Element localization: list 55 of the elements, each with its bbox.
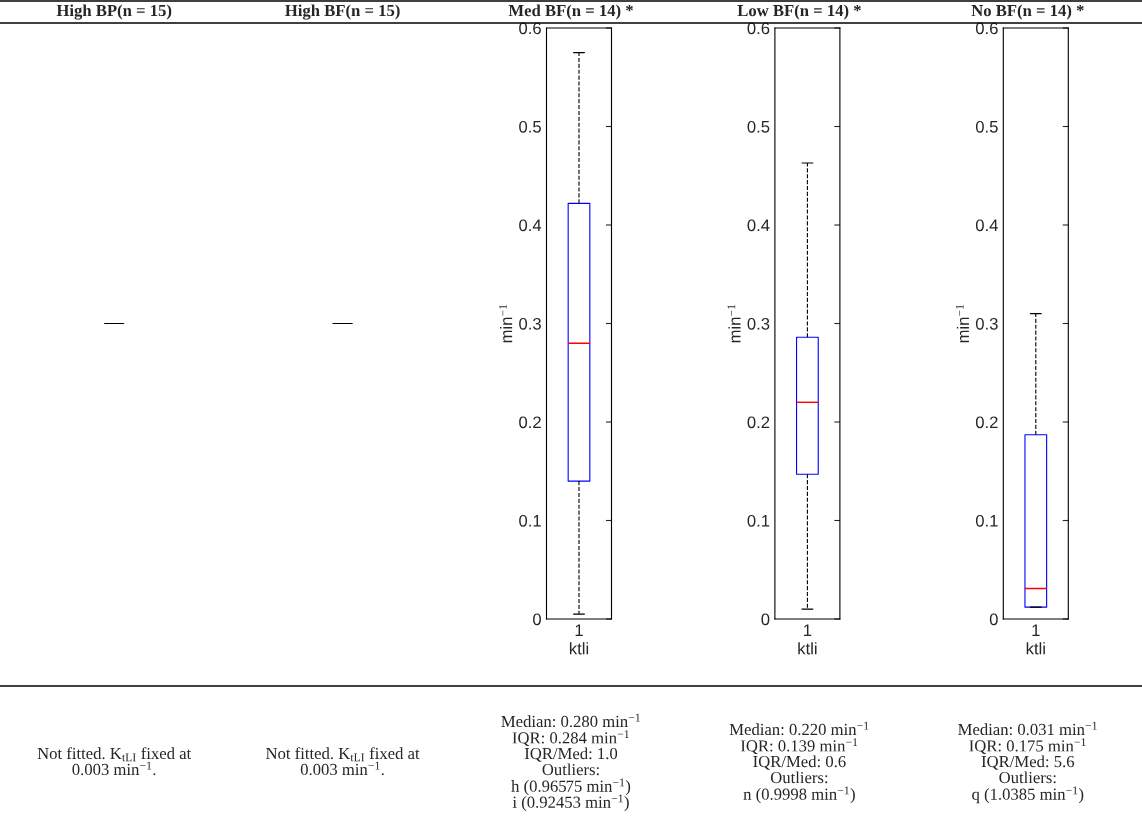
y-tick-label: 0 — [989, 613, 998, 626]
y-tick-label: 0.4 — [747, 219, 770, 232]
x-tick-label: 1 — [804, 624, 812, 636]
y-tick-label: 0 — [761, 613, 770, 626]
x-axis-title: ktli — [798, 642, 817, 655]
y-tick-label: 0.5 — [747, 120, 770, 133]
y-tick-label: 0.1 — [975, 514, 998, 527]
y-axis-title: min$^{−1}$ — [727, 304, 741, 343]
text: High BF(n = 15) — [285, 4, 400, 20]
chart-title: No BF(n = 14) * — [971, 4, 1084, 20]
y-axis-title: min$^{−1}$ — [955, 304, 969, 343]
text: Not fitted. K$_{tLI}$ fixed at — [266, 747, 420, 762]
y-tick-label: 0.2 — [975, 416, 998, 429]
chart-title: Low BF(n = 14) * — [737, 4, 861, 20]
x-tick-label: 1 — [575, 624, 583, 636]
y-tick-label: 0.1 — [747, 514, 770, 527]
y-tick-label: 0.5 — [519, 120, 541, 133]
text: Median: 0.280 min$^{−1}$ — [501, 713, 640, 728]
text: n (0.9998 min$^{−1}$) — [743, 786, 855, 804]
text: q (1.0385 min$^{−1}$) — [972, 786, 1084, 804]
y-tick-label: 0.1 — [519, 514, 541, 527]
y-tick-label: 0.5 — [975, 120, 998, 133]
y-tick-label: 0 — [533, 613, 541, 626]
text: IQR: 0.284 min$^{−1}$ — [512, 730, 629, 747]
y-tick-label: 0.2 — [519, 416, 541, 429]
text: Outliers: — [999, 771, 1056, 784]
text: IQR: 0.139 min$^{−1}$ — [740, 738, 858, 755]
text: 0.003 min$^{−1}$. — [72, 761, 156, 776]
text: IQR: 0.175 min$^{−1}$ — [969, 738, 1086, 755]
text: IQR/Med: 1.0 — [524, 747, 618, 762]
y-tick-label: 0.4 — [975, 219, 998, 232]
text: Median: 0.031 min$^{−1}$ — [958, 721, 1097, 736]
text: 0.003 min$^{−1}$. — [300, 761, 384, 776]
y-tick-label: 0.6 — [519, 22, 541, 35]
y-tick-label: 0.3 — [747, 317, 770, 330]
y-tick-label: 0.3 — [519, 317, 541, 330]
y-tick-label: 0.6 — [975, 22, 998, 35]
x-tick-label: 1 — [1032, 624, 1040, 636]
y-axis-title: min$^{−1}$ — [499, 304, 513, 343]
y-tick-label: 0.6 — [747, 22, 770, 35]
text: i (0.92453 min$^{−1}$) — [512, 794, 629, 812]
chart-title: Med BF(n = 14) * — [508, 4, 633, 20]
text: IQR/Med: 5.6 — [981, 755, 1075, 770]
y-tick-label: 0.2 — [747, 416, 770, 429]
y-tick-label: 0.4 — [519, 219, 542, 232]
x-axis-title: ktli — [1026, 642, 1045, 655]
text: IQR/Med: 0.6 — [753, 755, 846, 770]
x-axis-title: ktli — [569, 642, 589, 655]
text: Outliers: — [770, 771, 828, 784]
text: High BP(n = 15) — [56, 4, 172, 20]
text: Outliers: — [542, 763, 599, 776]
text: h (0.96575 min$^{−1}$) — [511, 778, 631, 796]
y-tick-label: 0.3 — [975, 317, 998, 330]
text: Median: 0.220 min$^{−1}$ — [729, 721, 869, 736]
text: Not fitted. K$_{tLI}$ fixed at — [37, 747, 192, 762]
